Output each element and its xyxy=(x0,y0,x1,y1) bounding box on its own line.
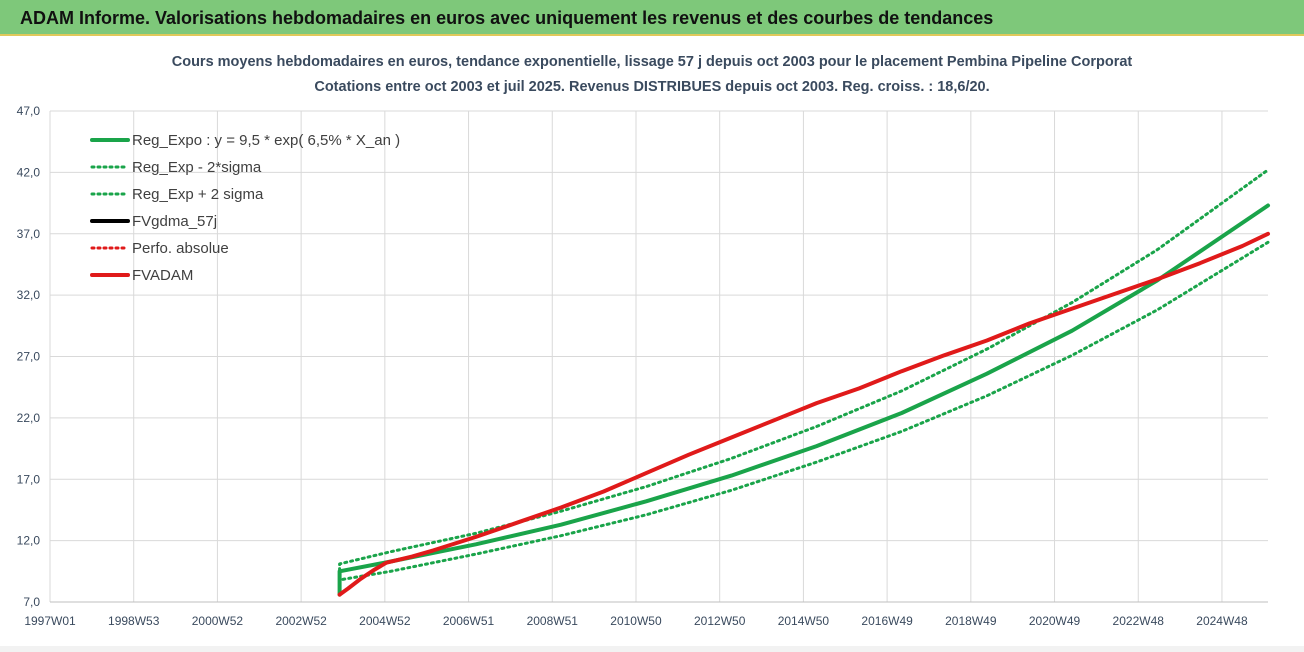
bottom-strip xyxy=(0,646,1304,652)
y-tick-label: 7,0 xyxy=(23,595,40,609)
series-line xyxy=(338,240,1270,597)
x-tick-label: 2006W51 xyxy=(443,614,495,628)
x-tick-label: 2012W50 xyxy=(694,614,746,628)
x-tick-label: 2024W48 xyxy=(1196,614,1248,628)
x-tick-label: 2000W52 xyxy=(192,614,244,628)
y-tick-label: 17,0 xyxy=(17,472,41,486)
y-tick-label: 12,0 xyxy=(17,534,41,548)
chart-area: Cours moyens hebdomadaires en euros, ten… xyxy=(0,36,1304,652)
y-tick-label: 32,0 xyxy=(17,288,41,302)
legend: Reg_Expo : y = 9,5 * exp( 6,5% * X_an ) R… xyxy=(90,132,400,284)
legend-label: FVgdma_57j xyxy=(132,213,217,230)
y-tick-label: 27,0 xyxy=(17,350,41,364)
chart-title: Cours moyens hebdomadaires en euros, ten… xyxy=(171,54,1133,70)
chart-subtitle: Cotations entre oct 2003 et juil 2025. R… xyxy=(314,79,990,95)
axes: 7,0 12,0 17,0 22,0 27,0 32,0 37,0 42,0 47,0 1997W… xyxy=(17,104,1268,628)
x-tick-label: 2002W52 xyxy=(275,614,327,628)
y-tick-label: 42,0 xyxy=(17,165,41,179)
legend-label: Perfo. absolue xyxy=(132,240,229,257)
legend-label: Reg_Exp + 2 sigma xyxy=(132,186,264,203)
x-tick-label: 2008W51 xyxy=(527,614,579,628)
y-tick-label: 22,0 xyxy=(17,411,41,425)
x-tick-label: 1997W01 xyxy=(24,614,76,628)
y-tick-label: 47,0 xyxy=(17,104,41,118)
x-tick-label: 2022W48 xyxy=(1113,614,1165,628)
x-tick-label: 2004W52 xyxy=(359,614,411,628)
x-tick-label: 1998W53 xyxy=(108,614,160,628)
y-tick-label: 37,0 xyxy=(17,227,41,241)
x-tick-label: 2010W50 xyxy=(610,614,662,628)
legend-label: Reg_Expo : y = 9,5 * exp( 6,5% * X_an ) xyxy=(132,132,400,149)
grid xyxy=(49,110,1268,603)
x-tick-label: 2020W49 xyxy=(1029,614,1081,628)
x-tick-label: 2014W50 xyxy=(778,614,830,628)
x-tick-label: 2016W49 xyxy=(861,614,913,628)
legend-label: FVADAM xyxy=(132,267,193,284)
series-lines xyxy=(337,168,1270,597)
legend-label: Reg_Exp - 2*sigma xyxy=(132,159,262,176)
line-chart: 7,0 12,0 17,0 22,0 27,0 32,0 37,0 42,0 47,0 1997W… xyxy=(17,104,1270,628)
x-tick-label: 2018W49 xyxy=(945,614,997,628)
series-line xyxy=(337,231,1270,597)
header-banner: ADAM Informe. Valorisations hebdomadaire… xyxy=(0,0,1304,36)
report-title: ADAM Informe. Valorisations hebdomadaire… xyxy=(20,8,994,28)
series-line xyxy=(338,168,1270,597)
